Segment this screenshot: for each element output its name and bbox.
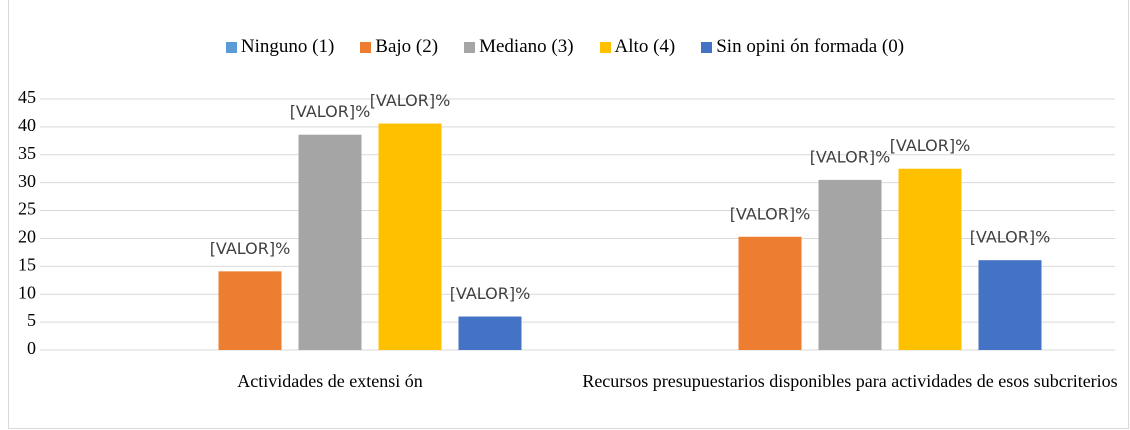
legend-label: Alto (4) — [614, 36, 676, 57]
y-tick-label: 5 — [27, 310, 36, 330]
bar — [298, 134, 362, 350]
data-label: [VALOR]% — [370, 91, 451, 110]
legend-swatch — [464, 41, 476, 53]
data-label: [VALOR]% — [290, 102, 371, 121]
legend: Ninguno (1) Bajo (2) Mediano (3) Alto (4) Si… — [0, 36, 1130, 58]
y-tick-label: 40 — [18, 115, 36, 135]
x-tick-label: Recursos presupuestarios disponibles par… — [582, 371, 1118, 391]
data-label: [VALOR]% — [450, 284, 531, 303]
legend-swatch — [599, 41, 611, 53]
bar — [738, 236, 802, 350]
data-label: [VALOR]% — [890, 136, 971, 155]
y-tick-label: 30 — [18, 171, 36, 191]
legend-swatch — [360, 41, 372, 53]
bar — [378, 123, 442, 350]
data-label: [VALOR]% — [730, 204, 811, 223]
x-tick-label: Actividades de extensi ón — [237, 371, 423, 391]
legend-item: Mediano (3) — [464, 36, 574, 58]
y-tick-label: 45 — [18, 87, 36, 107]
bar — [818, 179, 882, 350]
y-tick-label: 15 — [18, 254, 36, 274]
data-label: [VALOR]% — [970, 228, 1051, 247]
bar — [218, 271, 282, 350]
data-label: [VALOR]% — [810, 147, 891, 166]
legend-item: Sin opini ón formada (0) — [701, 36, 904, 58]
legend-item: Ninguno (1) — [225, 36, 335, 58]
legend-label: Mediano (3) — [479, 36, 574, 57]
legend-item: Alto (4) — [599, 36, 676, 58]
legend-label: Sin opini ón formada (0) — [716, 36, 905, 57]
y-tick-label: 10 — [18, 282, 36, 302]
bar — [978, 260, 1042, 350]
legend-label: Ninguno (1) — [240, 36, 335, 57]
legend-item: Bajo (2) — [360, 36, 438, 58]
y-tick-label: 20 — [18, 227, 36, 247]
y-tick-label: 35 — [18, 143, 36, 163]
legend-swatch — [701, 41, 713, 53]
bar — [458, 316, 522, 350]
legend-label: Bajo (2) — [375, 36, 439, 57]
data-label: [VALOR]% — [210, 239, 291, 258]
legend-swatch — [225, 41, 237, 53]
y-tick-label: 25 — [18, 199, 36, 219]
chart-frame — [8, 0, 1129, 429]
bar — [898, 168, 962, 350]
y-tick-label: 0 — [27, 338, 36, 358]
